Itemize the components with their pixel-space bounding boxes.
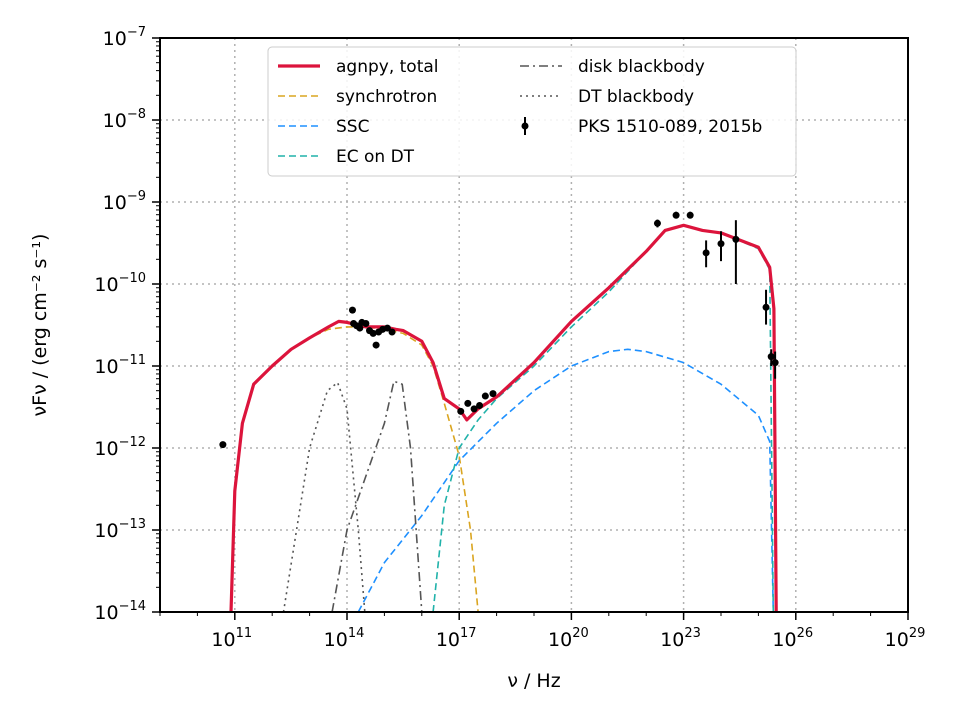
legend-marker <box>521 122 529 130</box>
data-point <box>369 329 377 337</box>
x-tick-label: 1029 <box>885 626 926 651</box>
data-point <box>388 328 396 336</box>
data-point <box>767 353 775 361</box>
axis-ticks <box>152 37 909 620</box>
data-points <box>219 211 779 449</box>
y-tick-label: 10−11 <box>94 353 146 378</box>
data-point <box>762 303 770 311</box>
data-point <box>372 341 380 349</box>
legend: agnpy, total synchrotron SSC EC on DT disk b… <box>267 46 797 177</box>
y-tick-label: 10−7 <box>103 25 146 50</box>
data-point <box>686 211 694 219</box>
x-tick-label: 1026 <box>772 626 813 651</box>
data-point <box>489 390 497 398</box>
data-point <box>457 407 465 415</box>
series-ssc <box>357 348 775 612</box>
data-point <box>383 324 391 332</box>
series-disk-blackbody <box>331 380 423 612</box>
y-tick-label: 10−10 <box>94 271 146 296</box>
data-point <box>653 219 661 227</box>
legend-label: SSC <box>336 117 369 137</box>
y-tick-label: 10−14 <box>94 599 146 624</box>
data-point <box>362 319 370 327</box>
data-point <box>717 240 725 248</box>
data-point <box>732 235 740 243</box>
legend-label: EC on DT <box>336 147 415 167</box>
data-point <box>476 401 484 409</box>
legend-label: DT blackbody <box>578 87 694 107</box>
x-tick-label: 1023 <box>660 626 701 651</box>
data-point <box>219 441 227 449</box>
y-tick-label: 10−8 <box>103 107 146 132</box>
x-tick-label: 1017 <box>436 626 477 651</box>
data-point <box>464 399 472 407</box>
legend-box <box>267 46 797 177</box>
data-point <box>481 392 489 400</box>
legend-label: synchrotron <box>336 87 437 107</box>
y-tick-label: 10−12 <box>94 435 146 460</box>
data-point <box>672 211 680 219</box>
x-tick-label: 1011 <box>211 626 252 651</box>
data-point <box>356 324 364 332</box>
x-axis-label: ν / Hz <box>507 670 560 692</box>
y-axis-label: νFν / (erg cm⁻² s⁻¹) <box>29 234 51 417</box>
y-tick-label: 10−9 <box>103 189 146 214</box>
data-point <box>348 306 356 314</box>
x-tick-label: 1014 <box>324 626 365 651</box>
legend-label: agnpy, total <box>336 57 439 77</box>
legend-label: disk blackbody <box>578 57 705 77</box>
data-point <box>470 405 478 413</box>
model-curves <box>229 223 778 612</box>
series-agnpy-total <box>229 223 778 612</box>
y-tick-label: 10−13 <box>94 517 146 542</box>
legend-label: PKS 1510-089, 2015b <box>578 117 762 137</box>
data-point <box>771 359 779 367</box>
data-point <box>702 249 710 257</box>
tick-labels: 1011 1014 1017 1020 1023 1026 1029 10−7 10−8 10−9… <box>94 25 925 651</box>
x-tick-label: 1020 <box>548 626 589 651</box>
